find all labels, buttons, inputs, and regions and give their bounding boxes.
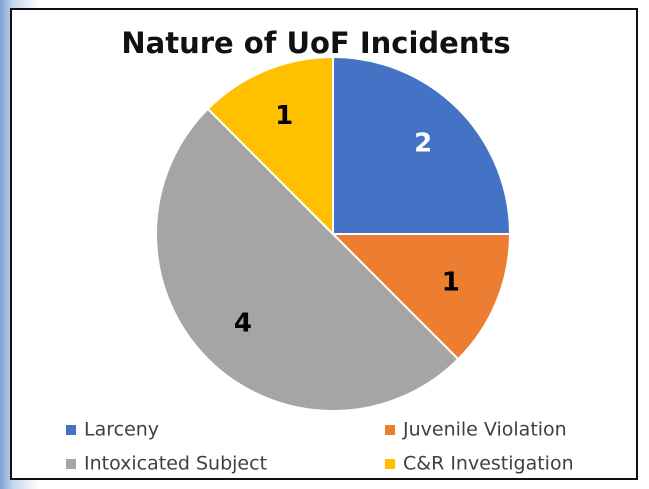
- data-label: 2: [414, 128, 432, 158]
- pie-slice: [155, 107, 460, 412]
- pie-slice: [330, 233, 512, 361]
- pie-slice: [206, 55, 334, 237]
- legend-swatch: [385, 459, 395, 469]
- data-label: 4: [234, 309, 252, 339]
- legend-label: C&R Investigation: [403, 453, 574, 475]
- data-label: 1: [275, 101, 293, 131]
- legend-swatch: [66, 425, 76, 435]
- legend-label: Larceny: [84, 419, 159, 441]
- legend-label: Juvenile Violation: [402, 419, 567, 441]
- chart-title: Nature of UoF Incidents: [121, 26, 510, 60]
- pie-slice: [332, 55, 512, 235]
- data-label: 1: [442, 267, 460, 297]
- legend-label: Intoxicated Subject: [84, 453, 267, 475]
- legend-swatch: [385, 425, 395, 435]
- legend-swatch: [66, 459, 76, 469]
